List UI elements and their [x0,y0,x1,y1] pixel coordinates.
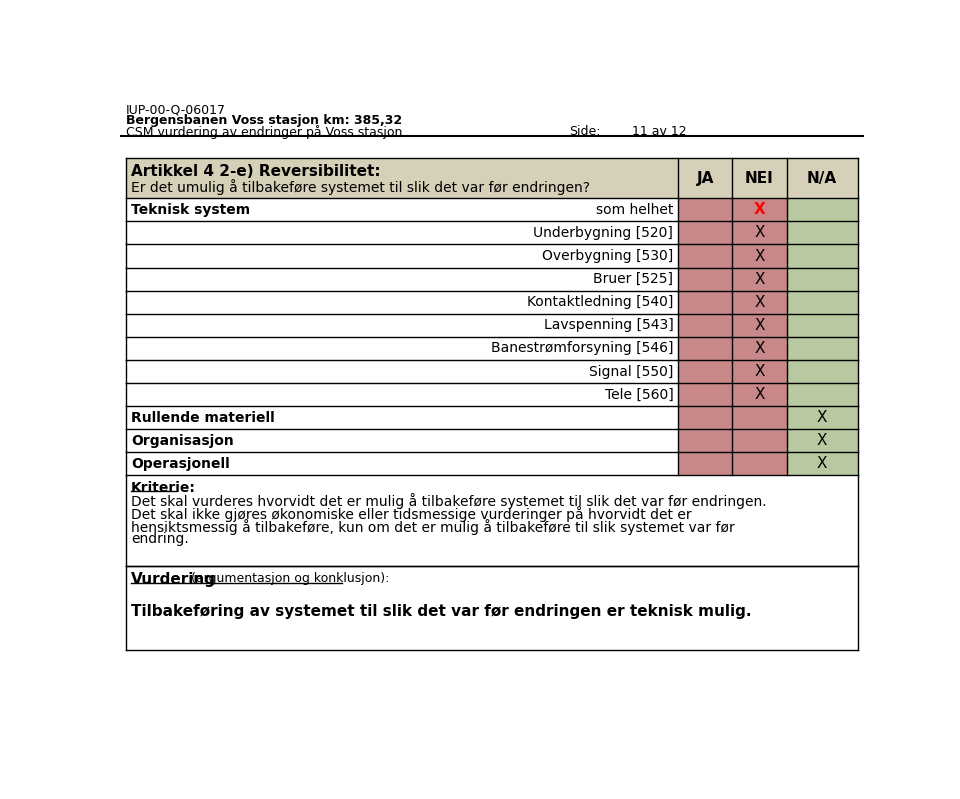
Text: X: X [817,433,828,448]
Text: Er det umulig å tilbakeføre systemet til slik det var før endringen?: Er det umulig å tilbakeføre systemet til… [131,179,589,195]
Text: som helhet: som helhet [596,203,673,217]
Bar [678,429,732,452]
Text: IUP-00-Q-06017: IUP-00-Q-06017 [126,104,227,117]
Bar [786,221,858,244]
Bar [678,198,732,221]
Bar [786,314,858,337]
Bar [678,337,732,360]
Bar [678,158,732,198]
Text: hensiktsmessig å tilbakeføre, kun om det er mulig å tilbakeføre til slik systeme: hensiktsmessig å tilbakeføre, kun om det… [131,519,734,535]
Bar [126,566,858,650]
Text: Banestrømforsyning [546]: Banestrømforsyning [546] [491,341,673,356]
Bar [678,360,732,383]
Text: Overbygning [530]: Overbygning [530] [542,249,673,263]
Text: NEI: NEI [745,171,774,186]
Bar [678,406,732,429]
Bar [732,244,786,268]
Bar [678,244,732,268]
Text: Operasjonell: Operasjonell [131,457,229,471]
Bar [732,221,786,244]
Text: Rullende materiell: Rullende materiell [131,411,275,425]
Bar [786,198,858,221]
Bar [732,198,786,221]
Bar [732,406,786,429]
Text: N/A: N/A [807,171,837,186]
Text: Lavspenning [543]: Lavspenning [543] [543,318,673,332]
Bar [786,244,858,268]
Bar [732,360,786,383]
Bar [678,221,732,244]
Text: Teknisk system: Teknisk system [131,203,250,217]
Text: X: X [755,272,764,287]
Text: (argumentasjon og konklusjon):: (argumentasjon og konklusjon): [186,572,389,585]
Text: Kontaktledning [540]: Kontaktledning [540] [527,296,673,309]
Text: 11 av 12: 11 av 12 [632,125,686,138]
Text: X: X [755,318,764,333]
Text: Artikkel 4 2-e) Reversibilitet:: Artikkel 4 2-e) Reversibilitet: [131,164,380,179]
Bar [678,268,732,291]
Text: X: X [817,456,828,471]
Bar [678,291,732,314]
Text: endring.: endring. [131,532,188,547]
Text: X: X [755,341,764,356]
Text: X: X [755,295,764,310]
Text: Vurdering: Vurdering [131,572,216,586]
Text: X: X [754,202,765,217]
Text: Det skal vurderes hvorvidt det er mulig å tilbakeføre systemet til slik det var : Det skal vurderes hvorvidt det er mulig … [131,493,766,509]
Bar [732,452,786,475]
Text: Kriterie:: Kriterie: [131,481,196,495]
Text: Tilbakeføring av systemet til slik det var før endringen er teknisk mulig.: Tilbakeføring av systemet til slik det v… [131,604,752,619]
Bar [786,268,858,291]
Bar [786,360,858,383]
Bar [786,337,858,360]
Bar [732,158,786,198]
Text: JA: JA [696,171,714,186]
Text: Signal [550]: Signal [550] [589,364,673,379]
Bar [786,383,858,406]
Text: X: X [755,388,764,402]
Bar [678,383,732,406]
Bar [732,268,786,291]
Text: Bergensbanen Voss stasjon km: 385,32: Bergensbanen Voss stasjon km: 385,32 [126,114,402,127]
Bar [786,291,858,314]
Bar [786,429,858,452]
Bar [732,291,786,314]
Text: X: X [755,364,764,379]
Bar [126,158,678,198]
Bar [786,406,858,429]
Bar [732,337,786,360]
Text: Det skal ikke gjøres økonomiske eller tidsmessige vurderinger på hvorvidt det er: Det skal ikke gjøres økonomiske eller ti… [131,507,691,523]
Text: Side:: Side: [569,125,601,138]
Bar [786,452,858,475]
Text: X: X [817,410,828,425]
Bar [732,429,786,452]
Bar [732,314,786,337]
Bar [126,475,858,566]
Text: Tele [560]: Tele [560] [605,388,673,402]
Bar [678,314,732,337]
Text: X: X [755,248,764,264]
Text: Bruer [525]: Bruer [525] [593,272,673,286]
Text: Organisasjon: Organisasjon [131,434,233,448]
Text: X: X [755,225,764,240]
Bar [678,452,732,475]
Text: Underbygning [520]: Underbygning [520] [534,226,673,240]
Bar [786,158,858,198]
Text: CSM vurdering av endringer på Voss stasjon: CSM vurdering av endringer på Voss stasj… [126,125,402,139]
Bar [732,383,786,406]
